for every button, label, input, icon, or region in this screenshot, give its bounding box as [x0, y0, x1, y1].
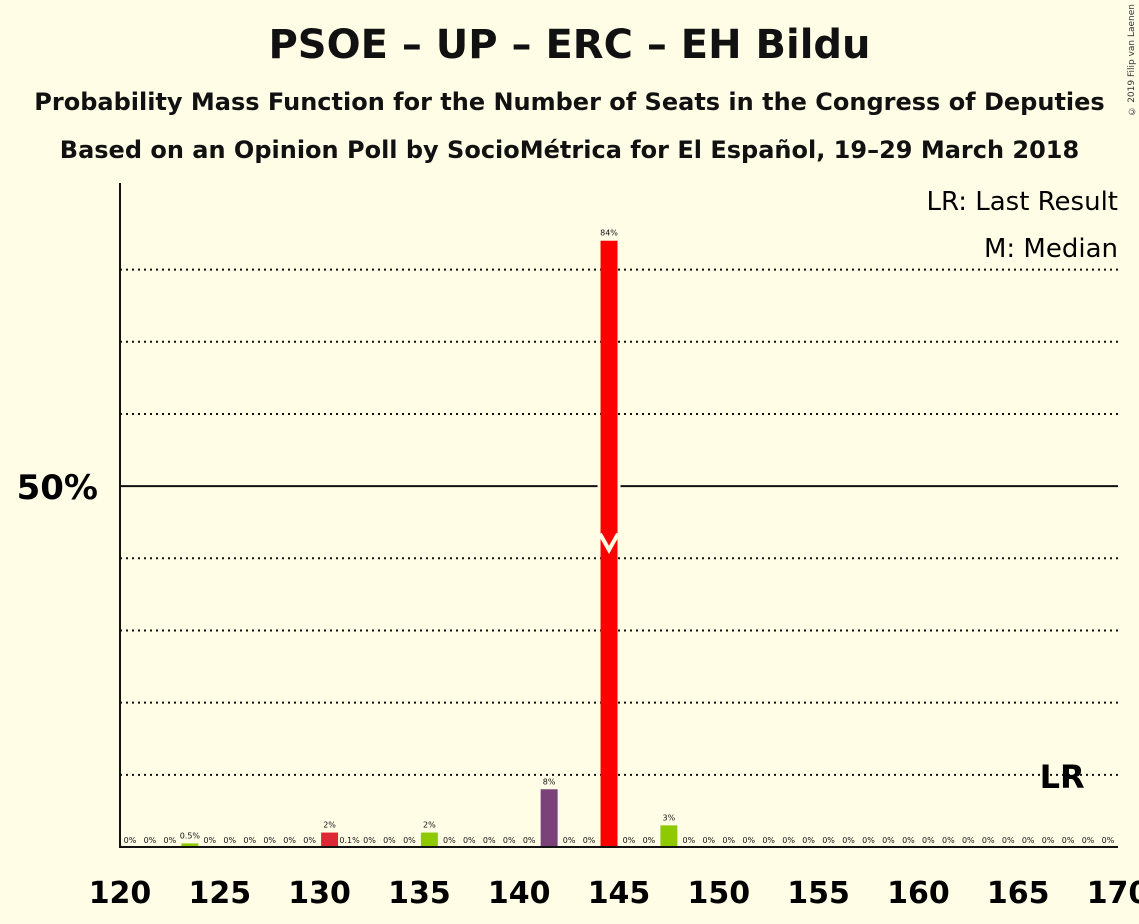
legend: LR: Last Result M: Median [926, 187, 1118, 264]
bar-label-149: 0% [683, 836, 696, 845]
x-tick-label-130: 130 [288, 876, 351, 911]
y-tick-label: 50% [17, 468, 98, 508]
bar-label-141: 0% [523, 836, 536, 845]
bar-label-130: 0% [303, 836, 316, 845]
x-tick-label-125: 125 [188, 876, 251, 911]
bar-label-143: 0% [563, 836, 576, 845]
bar-142 [540, 789, 558, 847]
bar-label-154: 0% [782, 836, 795, 845]
bar-label-145: 84% [600, 229, 618, 238]
bar-label-153: 0% [762, 836, 775, 845]
bar-label-146: 0% [623, 836, 636, 845]
bar-label-132: 0.1% [339, 836, 360, 845]
median-marker [598, 532, 620, 554]
bar-label-148: 3% [663, 813, 676, 822]
gridlines [120, 268, 1118, 776]
x-tick-label-165: 165 [987, 876, 1050, 911]
bar-value-labels: 0% 0% 0%0.5%0% 0% 0% 0% 0% 0%2%0.1% 0% 0% 0%2%0% 0%… [124, 229, 1115, 845]
bar-label-134: 0% [383, 836, 396, 845]
chart-subtitle: Probability Mass Function for the Number… [34, 88, 1105, 116]
bar-label-167: 0% [1042, 836, 1055, 845]
legend-median: M: Median [984, 234, 1118, 264]
bar-label-165: 0% [1002, 836, 1015, 845]
bar-label-138: 0% [463, 836, 476, 845]
bar-label-152: 0% [742, 836, 755, 845]
x-tick-label-120: 120 [89, 876, 152, 911]
y-tick-labels: 50% [17, 468, 98, 508]
x-tick-label-145: 145 [588, 876, 651, 911]
bar-label-121: 0% [124, 836, 137, 845]
bar-131 [321, 832, 339, 847]
bar-label-147: 0% [643, 836, 656, 845]
bar-label-137: 0% [443, 836, 456, 845]
bar-label-168: 0% [1062, 836, 1075, 845]
x-tick-label-135: 135 [388, 876, 451, 911]
bar-label-129: 0% [283, 836, 296, 845]
bar-label-162: 0% [942, 836, 955, 845]
last-result-marker: LR [1040, 758, 1085, 796]
bar-label-156: 0% [822, 836, 835, 845]
bar-label-166: 0% [1022, 836, 1035, 845]
bars [181, 240, 678, 847]
bar-145 [600, 240, 618, 847]
bar-label-151: 0% [722, 836, 735, 845]
x-tick-label-160: 160 [887, 876, 950, 911]
bar-label-158: 0% [862, 836, 875, 845]
bar-label-127: 0% [243, 836, 256, 845]
x-tick-label-150: 150 [687, 876, 750, 911]
bar-label-123: 0% [164, 836, 177, 845]
bar-label-160: 0% [902, 836, 915, 845]
bar-label-139: 0% [483, 836, 496, 845]
bar-label-169: 0% [1082, 836, 1095, 845]
x-tick-labels: 120 125 130 135 140 145 150 155 160 165 170 [89, 876, 1139, 911]
bar-label-135: 0% [403, 836, 416, 845]
bar-label-164: 0% [982, 836, 995, 845]
bar-label-126: 0% [223, 836, 236, 845]
bar-label-140: 0% [503, 836, 516, 845]
bar-label-128: 0% [263, 836, 276, 845]
legend-last-result: LR: Last Result [926, 187, 1118, 217]
x-tick-label-140: 140 [488, 876, 551, 911]
bar-label-136: 2% [423, 821, 436, 830]
bar-label-133: 0% [363, 836, 376, 845]
axes [119, 183, 1118, 848]
x-tick-label-170: 170 [1087, 876, 1139, 911]
bar-label-150: 0% [702, 836, 715, 845]
bar-label-155: 0% [802, 836, 815, 845]
bar-136 [420, 832, 438, 847]
markers: LR [598, 532, 1085, 796]
chart-source-line: Based on an Opinion Poll by SocioMétrica… [59, 136, 1080, 164]
bar-label-142: 8% [543, 777, 556, 786]
x-tick-label-155: 155 [787, 876, 850, 911]
bar-label-159: 0% [882, 836, 895, 845]
bar-148 [660, 825, 678, 847]
bar-124 [181, 843, 199, 847]
bar-label-124: 0.5% [180, 831, 201, 840]
bar-label-170: 0% [1102, 836, 1115, 845]
bar-label-131: 2% [323, 821, 336, 830]
bar-label-122: 0% [144, 836, 157, 845]
bar-label-157: 0% [842, 836, 855, 845]
bar-label-163: 0% [962, 836, 975, 845]
bar-label-144: 0% [583, 836, 596, 845]
bar-label-161: 0% [922, 836, 935, 845]
bar-label-125: 0% [203, 836, 216, 845]
chart-title: PSOE – UP – ERC – EH Bildu [268, 22, 871, 68]
